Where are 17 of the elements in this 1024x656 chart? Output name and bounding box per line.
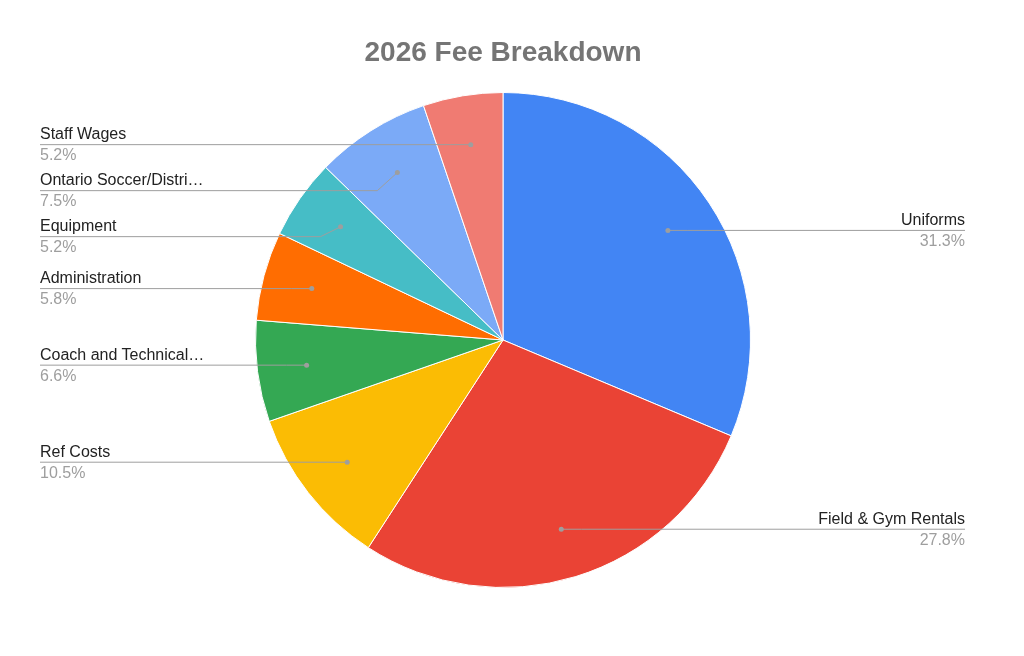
- slice-label: Administration: [40, 269, 142, 287]
- data-label: 7.5%: [40, 192, 77, 210]
- data-label: 6.6%: [40, 366, 77, 384]
- data-label: 5.2%: [40, 146, 77, 164]
- data-label: 10.5%: [40, 463, 86, 481]
- slice-label: Staff Wages: [40, 125, 127, 143]
- data-label: 31.3%: [919, 231, 965, 249]
- slice-label: Uniforms: [900, 210, 965, 228]
- data-label: 27.8%: [919, 530, 965, 548]
- data-label: 5.8%: [40, 290, 77, 308]
- slice-label: Ontario Soccer/Distri…: [40, 171, 204, 189]
- slice-label: Field & Gym Rentals: [818, 509, 965, 527]
- chart-title: 2026 Fee Breakdown: [364, 35, 642, 67]
- slice-label: Equipment: [40, 217, 118, 235]
- slice-label: Ref Costs: [40, 442, 111, 460]
- data-label: 5.2%: [40, 238, 77, 256]
- slice-label: Coach and Technical…: [40, 345, 205, 363]
